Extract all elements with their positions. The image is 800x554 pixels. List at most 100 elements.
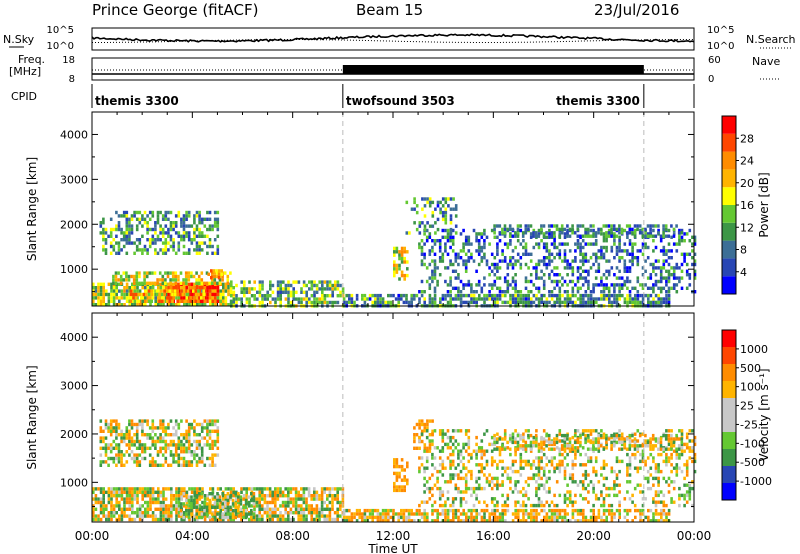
power-cell [524,297,528,301]
velocity-cell [475,497,478,501]
power-cell [266,297,269,301]
power-cell [662,259,666,263]
power-cell [488,293,491,298]
velocity-cell [245,487,248,491]
velocity-cell [104,450,108,454]
velocity-cell [553,503,556,508]
power-cell [374,297,377,301]
power-cell [657,286,660,290]
velocity-cell [258,497,261,501]
velocity-cell [310,494,313,498]
power-cell [361,297,364,301]
power-cell [128,231,131,235]
velocity-cell [488,519,491,523]
velocity-cell [545,463,549,467]
velocity-cell [503,500,507,504]
velocity-cell [135,453,139,457]
power-cell [308,287,311,291]
power-cell [203,217,207,221]
velocity-cell [568,493,572,498]
power-cell [514,300,517,305]
velocity-cell [271,517,274,522]
power-cell [169,292,173,297]
power-cell [195,248,199,252]
velocity-cell [600,466,603,470]
velocity-cell [302,500,306,505]
velocity-cell [122,436,126,440]
velocity-cell [130,443,134,447]
power-cell [563,256,567,260]
velocity-cell [522,435,525,440]
power-cell [618,290,621,294]
velocity-cell [187,450,191,454]
power-cell [97,299,100,303]
velocity-cell [284,487,287,491]
velocity-cell [148,460,152,464]
velocity-cell [652,515,655,520]
velocity-cell [451,449,455,453]
velocity-cell [477,463,481,467]
power-cell [102,217,105,221]
velocity-cell [423,512,426,516]
power-region [99,210,220,255]
power-cell [187,278,191,282]
velocity-cell [345,508,348,513]
velocity-cell [224,497,228,501]
power-cell [431,279,434,284]
velocity-cell [558,493,562,498]
velocity-cell [558,515,562,520]
power-cell [628,259,632,263]
power-cell [522,297,525,301]
power-cell [169,224,173,228]
velocity-cell [213,515,217,520]
power-cell [279,283,282,288]
power-cell [162,303,165,307]
velocity-cell [164,511,168,515]
power-cell [172,296,175,300]
velocity-cell [99,436,103,440]
velocity-cell [493,515,497,520]
power-cell [162,296,165,300]
power-cell [597,269,601,273]
power-cell [670,273,673,277]
velocity-cell [294,504,298,508]
velocity-cell [438,490,442,494]
velocity-cell [600,435,603,440]
velocity-cell [519,466,523,470]
power-cell [649,273,653,277]
power-cell [208,289,212,293]
velocity-cell [135,463,139,467]
power-cell [232,292,235,297]
power-cell [587,286,590,290]
velocity-cell [548,515,551,520]
power-colorbar-cell [722,205,736,223]
velocity-cell [530,508,533,513]
velocity-cell [403,475,406,479]
velocity-cell [431,473,434,477]
power-cell [631,242,634,246]
velocity-cell [431,512,434,516]
power-cell [574,293,577,298]
power-cell [230,300,233,305]
velocity-cell [605,476,608,481]
velocity-cell [276,490,280,494]
power-cell [680,269,684,273]
velocity-cell [244,509,248,513]
power-cell [133,214,136,218]
power-cell [129,299,133,303]
velocity-cell [211,494,215,498]
power-cell [216,274,219,279]
velocity-cell [130,450,134,454]
velocity-cell [182,446,186,450]
power-cell [594,231,598,235]
velocity-cell [151,517,155,522]
velocity-cell [600,503,603,508]
velocity-cell [123,511,126,515]
power-cell [284,287,288,291]
power-cell [459,290,463,294]
velocity-cell [245,494,248,498]
power-cell [203,241,207,245]
velocity-region [393,458,409,493]
power-cell [550,242,554,246]
power-cell [457,290,460,294]
